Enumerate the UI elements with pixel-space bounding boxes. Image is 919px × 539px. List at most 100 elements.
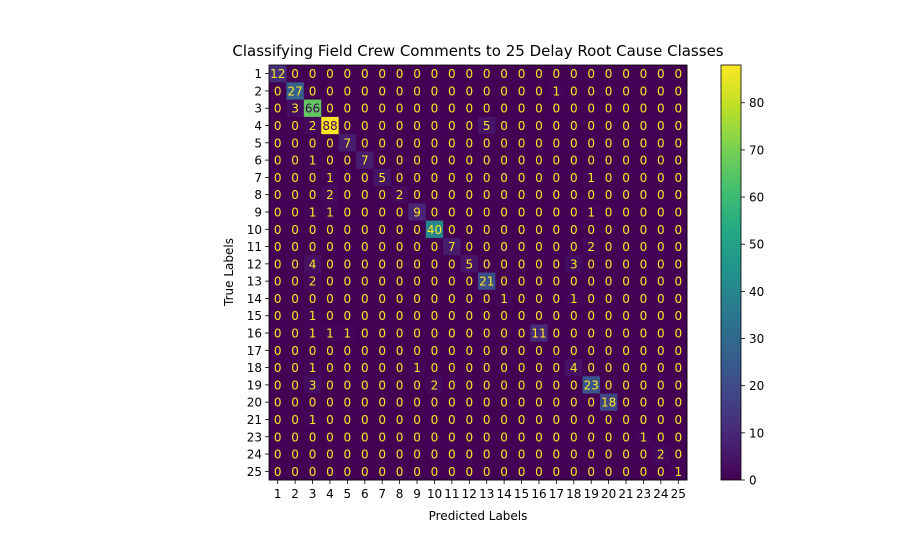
cell-value-label: 0 — [640, 465, 648, 479]
heatmap-cell — [478, 307, 496, 325]
cell-value-label: 0 — [500, 257, 508, 271]
heatmap-cell — [547, 393, 566, 412]
cell-value-label: 0 — [657, 223, 665, 237]
cell-value-label: 2 — [309, 119, 317, 133]
heatmap-cell — [338, 134, 357, 152]
heatmap-cell — [269, 237, 287, 256]
heatmap-cell — [565, 410, 583, 429]
heatmap-cell — [373, 65, 392, 83]
cell-value-label: 0 — [535, 465, 543, 479]
cell-value-label: 0 — [291, 154, 299, 168]
cell-value-label: 1 — [500, 292, 508, 306]
heatmap-cell — [495, 358, 514, 377]
cell-value-label: 0 — [291, 396, 299, 410]
heatmap-cell — [478, 151, 496, 170]
cell-value-label: 0 — [396, 378, 404, 392]
heatmap-cell — [530, 151, 549, 170]
heatmap-cell — [269, 255, 287, 273]
heatmap-cell — [652, 186, 670, 204]
heatmap-cell — [512, 237, 531, 256]
cell-value-label: 0 — [326, 275, 334, 289]
cell-value-label: 0 — [535, 240, 543, 254]
heatmap-cell — [652, 65, 670, 83]
heatmap-cell — [408, 410, 427, 429]
cell-value-label: 0 — [535, 205, 543, 219]
heatmap-cell — [495, 324, 514, 343]
cell-value-label: 0 — [518, 327, 526, 341]
cell-value-label: 0 — [483, 465, 491, 479]
cell-value-label: 0 — [500, 361, 508, 375]
heatmap-cell — [390, 376, 409, 394]
heatmap-cell — [373, 376, 392, 394]
heatmap-cell — [356, 307, 374, 325]
heatmap-cell — [617, 65, 636, 83]
cell-value-label: 0 — [274, 465, 282, 479]
heatmap-cell — [460, 186, 479, 204]
cell-value-label: 0 — [291, 413, 299, 427]
cell-value-label: 40 — [427, 223, 442, 237]
heatmap-cell — [512, 186, 531, 204]
cell-value-label: 0 — [483, 448, 491, 462]
cell-value-label: 0 — [587, 396, 595, 410]
heatmap-cell — [669, 82, 688, 100]
cell-value-label: 21 — [479, 275, 494, 289]
cell-value-label: 0 — [605, 361, 613, 375]
cell-value-label: 0 — [465, 465, 473, 479]
cell-value-label: 0 — [483, 84, 491, 98]
heatmap-cell — [565, 272, 583, 291]
heatmap-cell — [582, 410, 601, 429]
heatmap-cell — [356, 65, 374, 83]
cell-value-label: 0 — [657, 154, 665, 168]
cell-value-label: 0 — [570, 84, 578, 98]
heatmap-cell — [373, 272, 392, 291]
heatmap-cell — [373, 255, 392, 273]
cell-value-label: 0 — [344, 275, 352, 289]
cell-value-label: 0 — [518, 136, 526, 150]
heatmap-cell — [321, 255, 340, 273]
heatmap-cell — [512, 324, 531, 343]
heatmap-cell — [652, 203, 670, 222]
cell-value-label: 0 — [674, 344, 682, 358]
cell-value-label: 0 — [291, 309, 299, 323]
cell-value-label: 0 — [326, 344, 334, 358]
cell-value-label: 0 — [361, 396, 369, 410]
heatmap-cell — [599, 168, 618, 187]
heatmap-cell — [478, 289, 496, 308]
cell-value-label: 0 — [518, 240, 526, 254]
heatmap-cell — [408, 289, 427, 308]
cell-value-label: 0 — [448, 413, 456, 427]
cell-value-label: 0 — [413, 67, 421, 81]
heatmap-cell — [443, 203, 461, 222]
heatmap-cell — [512, 428, 531, 446]
cell-value-label: 0 — [431, 154, 439, 168]
cell-value-label: 0 — [518, 413, 526, 427]
heatmap-cell — [390, 134, 409, 152]
heatmap-cell — [443, 272, 461, 291]
heatmap-cell — [634, 168, 653, 187]
cell-value-label: 0 — [378, 102, 386, 116]
cell-value-label: 0 — [657, 361, 665, 375]
heatmap-cell — [669, 65, 688, 83]
heatmap-cell — [425, 237, 444, 256]
cell-value-label: 0 — [657, 240, 665, 254]
cell-value-label: 0 — [657, 292, 665, 306]
heatmap-cell — [565, 82, 583, 100]
cell-value-label: 5 — [465, 257, 473, 271]
cell-value-label: 0 — [465, 84, 473, 98]
cell-value-label: 0 — [413, 378, 421, 392]
cell-value-label: 1 — [674, 465, 682, 479]
cell-value-label: 0 — [535, 188, 543, 202]
heatmap-cell — [269, 116, 287, 135]
heatmap-cell — [565, 203, 583, 222]
heatmap-cell — [460, 445, 479, 464]
cell-value-label: 0 — [448, 67, 456, 81]
cell-value-label: 0 — [431, 136, 439, 150]
heatmap-cell — [599, 376, 618, 394]
heatmap-cell — [303, 168, 322, 187]
heatmap-cell — [390, 65, 409, 83]
cell-value-label: 0 — [674, 396, 682, 410]
cell-value-label: 0 — [535, 448, 543, 462]
cell-value-label: 0 — [553, 465, 561, 479]
heatmap-cell — [356, 445, 374, 464]
